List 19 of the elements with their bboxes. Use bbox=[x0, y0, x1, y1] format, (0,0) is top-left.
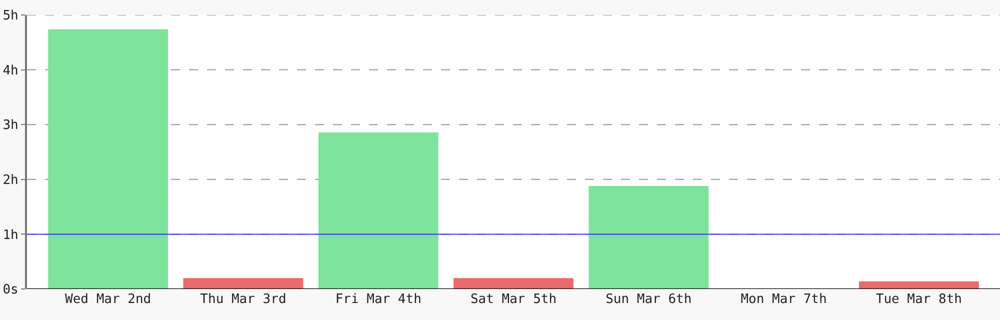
x-tick-label: Tue Mar 8th bbox=[876, 292, 962, 307]
bar bbox=[48, 29, 168, 289]
bar bbox=[858, 281, 979, 289]
x-tick-label: Thu Mar 3rd bbox=[200, 292, 286, 307]
y-tick-label: 5h bbox=[2, 8, 18, 24]
x-tick-label: Sun Mar 6th bbox=[606, 292, 692, 307]
x-tick-label: Mon Mar 7th bbox=[740, 292, 827, 307]
x-tick-label: Fri Mar 4th bbox=[335, 292, 422, 307]
y-tick-label: 3h bbox=[2, 118, 18, 134]
y-tick-label: 2h bbox=[2, 172, 18, 188]
y-tick-label: 1h bbox=[2, 228, 18, 243]
bar bbox=[318, 132, 438, 289]
bar bbox=[588, 186, 709, 289]
x-tick-label: Sat Mar 5th bbox=[470, 292, 557, 307]
y-tick-label: 0s bbox=[2, 282, 18, 298]
bar bbox=[454, 278, 574, 289]
x-tick-label: Wed Mar 2nd bbox=[65, 292, 152, 307]
y-tick-label: 4h bbox=[2, 63, 18, 78]
bar bbox=[183, 278, 304, 289]
